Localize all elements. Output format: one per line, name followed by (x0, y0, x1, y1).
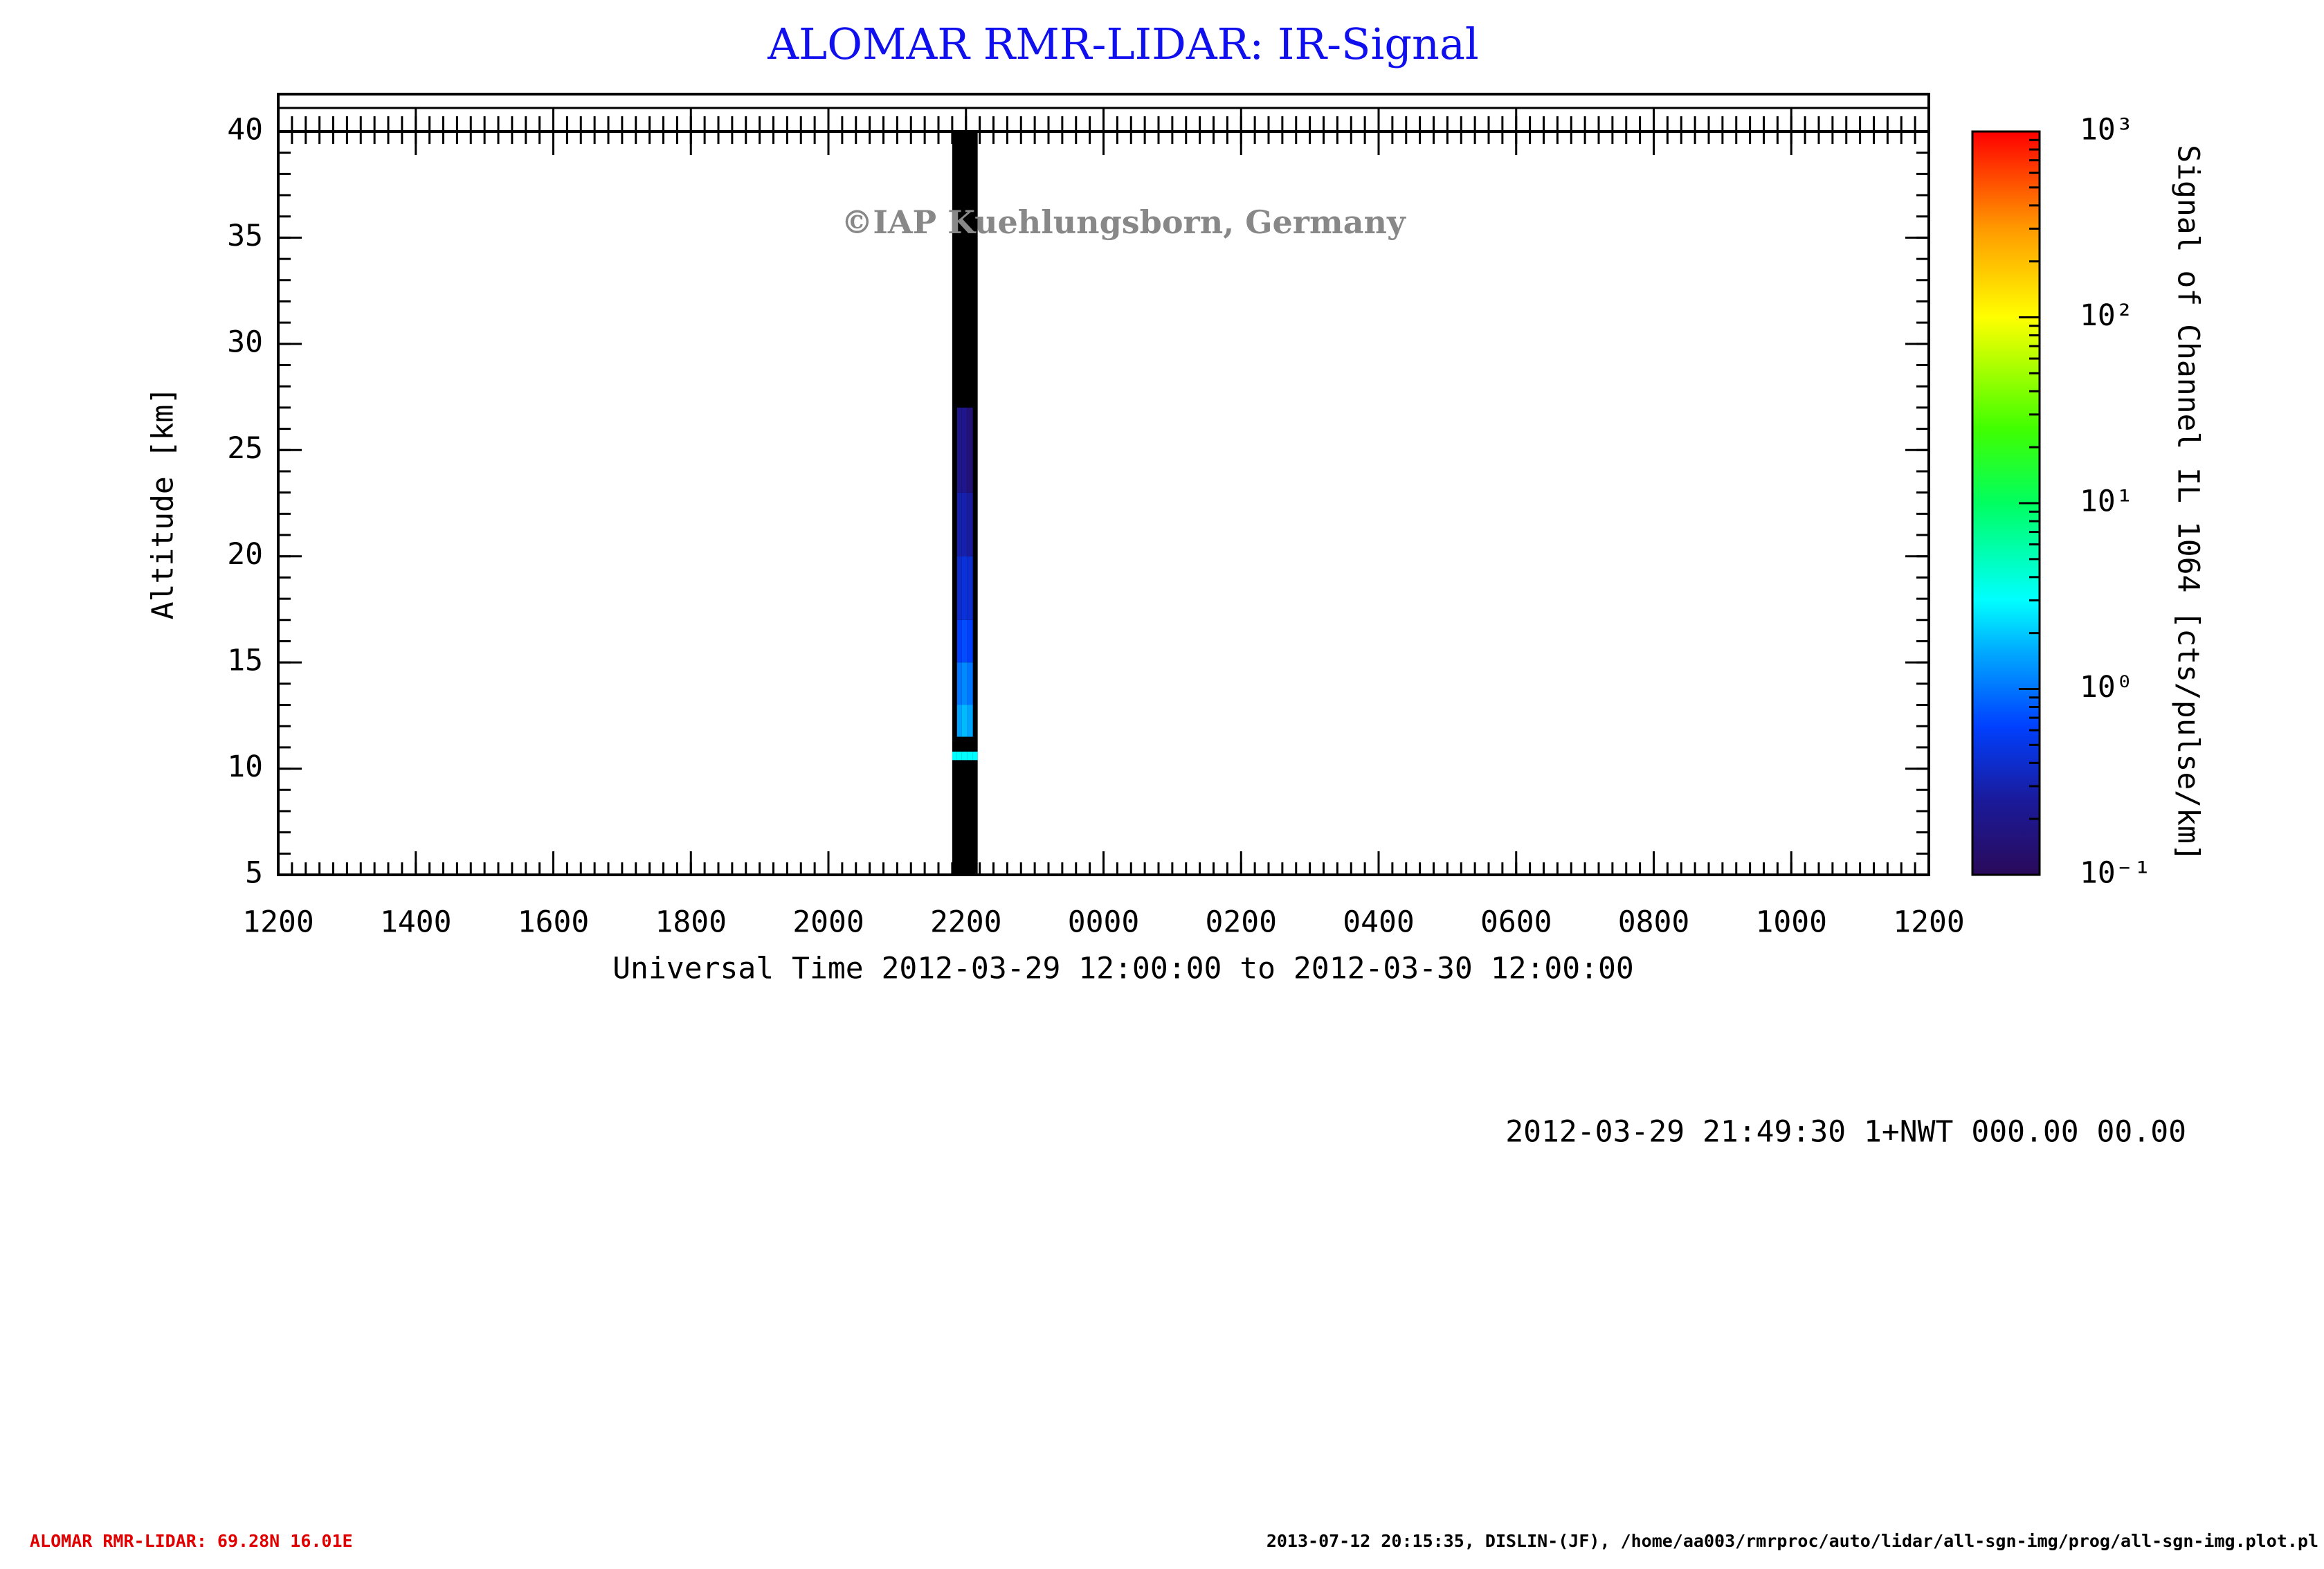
heatmap-cell (967, 705, 973, 737)
heatmap-cell (967, 492, 973, 556)
heatmap-cell (952, 752, 957, 761)
heatmap-cell (967, 556, 973, 620)
x-tick-label: 1600 (518, 905, 590, 940)
footer-right: 2013-07-12 20:15:35, DISLIN-(JF), /home/… (1267, 1531, 2318, 1551)
y-tick-label: 10 (227, 750, 263, 784)
footer-left: ALOMAR RMR-LIDAR: 69.28N 16.01E (30, 1531, 353, 1551)
heatmap-cell (972, 752, 978, 761)
y-tick-label: 5 (245, 856, 263, 891)
heatmap-cell (967, 662, 973, 705)
heatmap-cell (961, 752, 968, 761)
y-tick-label: 25 (227, 431, 263, 466)
x-tick-label: 0400 (1343, 905, 1415, 940)
heatmap-cell (961, 662, 968, 705)
plot-area (952, 131, 978, 875)
heatmap-cell (956, 492, 962, 556)
heatmap-cell (956, 662, 962, 705)
heatmap-cell (961, 556, 968, 620)
x-tick-label: 0800 (1618, 905, 1690, 940)
heatmap-cell (967, 619, 973, 663)
heatmap-cell (956, 705, 962, 737)
colorbar-tick-label: 10⁻¹ (2080, 856, 2152, 891)
watermark: ©IAP Kuehlungsborn, Germany (841, 203, 1406, 241)
y-axis-label: Altitude [km] (146, 387, 181, 620)
heatmap-cell (961, 407, 968, 493)
heatmap-cell (961, 492, 968, 556)
colorbar-label: Signal of Channel IL 1064 [cts/pulse/km] (2171, 145, 2206, 862)
colorbar-tick-label: 10¹ (2080, 484, 2134, 519)
chart-title: ALOMAR RMR-LIDAR: IR-Signal (767, 19, 1478, 69)
heatmap-cell (956, 407, 962, 493)
colorbar-tick-label: 10³ (2080, 113, 2134, 147)
x-axis-label: Universal Time 2012-03-29 12:00:00 to 20… (612, 952, 1634, 986)
plot-frame (277, 130, 1930, 876)
y-tick-label: 15 (227, 644, 263, 678)
x-tick-label: 1000 (1755, 905, 1827, 940)
x-tick-label: 1200 (1893, 905, 1965, 940)
x-tick-label: 1800 (655, 905, 727, 940)
x-tick-label: 1400 (380, 905, 452, 940)
colorbar-tick-label: 10² (2080, 298, 2134, 333)
y-tick-label: 20 (227, 537, 263, 572)
heatmap-cell (961, 619, 968, 663)
heatmap-cell (956, 556, 962, 620)
x-tick-label: 0200 (1205, 905, 1277, 940)
y-tick-label: 30 (227, 325, 263, 359)
info-text: 2012-03-29 21:49:30 1+NWT 000.00 00.00 (1505, 1115, 2186, 1150)
y-tick-label: 40 (227, 113, 263, 147)
heatmap-cell (967, 407, 973, 493)
x-tick-label: 1200 (242, 905, 314, 940)
colorbar-tick-label: 10⁰ (2080, 670, 2134, 705)
x-tick-label: 2200 (930, 905, 1002, 940)
heatmap-cell (956, 752, 962, 761)
x-tick-label: 2000 (792, 905, 864, 940)
heatmap-cell (961, 705, 968, 737)
heatmap-cell (967, 752, 973, 761)
x-tick-label: 0600 (1480, 905, 1552, 940)
y-tick-label: 35 (227, 219, 263, 253)
x-tick-label: 0000 (1068, 905, 1140, 940)
heatmap-cell (956, 619, 962, 663)
